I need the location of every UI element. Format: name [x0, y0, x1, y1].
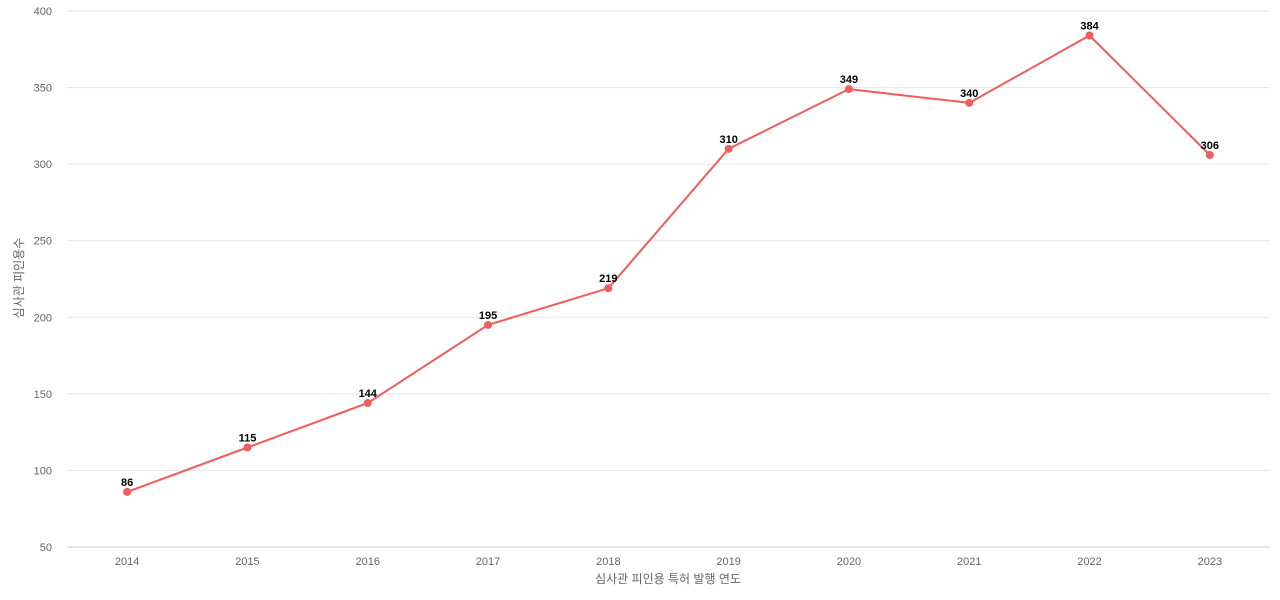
- x-tick-label: 2021: [957, 556, 981, 568]
- x-tick-label: 2017: [476, 556, 500, 568]
- y-tick-label: 300: [34, 159, 52, 171]
- x-axis-ticks: 2014 2015 2016 2017 2018 2019 2020 2021 2022 2023: [115, 556, 1222, 568]
- data-label: 310: [719, 134, 737, 146]
- data-point[interactable]: [123, 487, 132, 496]
- y-tick-label: 200: [34, 312, 52, 324]
- x-tick-label: 2022: [1077, 556, 1101, 568]
- x-tick-label: 2014: [115, 556, 139, 568]
- x-axis-title: 심사관 피인용 특허 발행 연도: [595, 571, 741, 586]
- data-point[interactable]: [243, 443, 252, 452]
- data-label: 384: [1080, 21, 1099, 33]
- y-axis-title: 심사관 피인용수: [12, 238, 26, 319]
- series-line: [126, 34, 1211, 493]
- data-label: 219: [599, 273, 617, 285]
- data-label: 195: [479, 310, 497, 322]
- grid-lines: [67, 10, 1270, 548]
- data-point[interactable]: [1205, 150, 1214, 159]
- data-label: 86: [121, 477, 133, 489]
- data-label: 340: [960, 88, 978, 100]
- series-layer: [123, 31, 1214, 496]
- data-point[interactable]: [363, 399, 372, 408]
- y-tick-label: 400: [34, 6, 52, 18]
- y-tick-label: 250: [34, 236, 52, 248]
- y-tick-label: 50: [40, 542, 52, 554]
- data-label: 349: [840, 74, 858, 86]
- data-point[interactable]: [604, 284, 613, 293]
- x-tick-label: 2023: [1198, 556, 1222, 568]
- data-point[interactable]: [844, 85, 853, 94]
- data-label: 144: [359, 388, 378, 400]
- y-tick-label: 150: [34, 389, 52, 401]
- x-tick-label: 2015: [235, 556, 259, 568]
- data-point[interactable]: [724, 144, 733, 153]
- y-tick-label: 100: [34, 465, 52, 477]
- x-tick-label: 2018: [596, 556, 620, 568]
- data-label: 115: [239, 432, 257, 444]
- x-tick-label: 2020: [837, 556, 861, 568]
- data-label: 306: [1201, 140, 1219, 152]
- data-point[interactable]: [484, 320, 493, 329]
- y-tick-label: 350: [34, 83, 52, 95]
- y-axis-ticks: 50 100 150 200 250 300 350 400: [34, 6, 52, 554]
- x-tick-label: 2019: [716, 556, 740, 568]
- x-tick-label: 2016: [356, 556, 380, 568]
- data-point[interactable]: [965, 98, 974, 107]
- data-point[interactable]: [1085, 31, 1094, 40]
- data-labels: 86 115 144 195 219 310 349 340 384 306: [121, 21, 1219, 489]
